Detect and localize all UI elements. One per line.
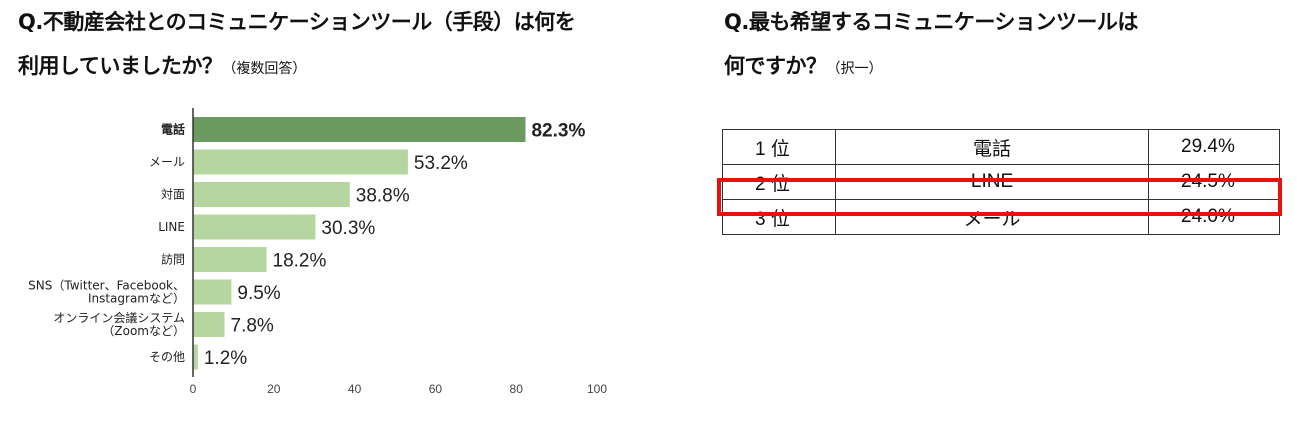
tool-cell: LINE [835, 164, 1149, 200]
value-label: 53.2% [414, 153, 468, 174]
bar-chart: 電話 82.3% メール 53.2% 対面 38.8% LINE 30.3% 訪問 18.2% SN… [28, 108, 607, 396]
category-label: （Zoomなど） [102, 324, 185, 338]
right-title-note: （択一） [826, 61, 883, 77]
left-title-line1: Q.不動産会社とのコミュニケーションツール（手段）は何を [18, 10, 576, 34]
rank-cell: 1 位 [722, 129, 836, 165]
bar [193, 344, 198, 370]
x-tick-label: 100 [587, 382, 607, 396]
value-label: 30.3% [321, 218, 375, 239]
category-label: 電話 [161, 122, 185, 137]
bar [193, 279, 232, 305]
tool-cell: 電話 [835, 129, 1149, 165]
right-title-line1: Q.最も希望するコミュニケーションツールは [724, 10, 1138, 34]
x-tick-label: 80 [510, 382, 524, 396]
left-question-title: Q.不動産会社とのコミュニケーションツール（手段）は何を 利用していましたか？（… [18, 0, 658, 91]
bar [193, 247, 267, 272]
category-label: SNS（Twitter、Facebook、 [28, 279, 185, 293]
x-tick-label: 20 [267, 382, 281, 396]
category-label: その他 [149, 350, 185, 364]
value-label: 9.5% [237, 283, 280, 304]
ranking-table: 1 位電話 29.4% 2 位 LINE 24.5% 3 位メール 24.0% [722, 129, 1280, 235]
bar [193, 182, 350, 207]
right-title-line2-text: 何ですか？ [724, 54, 827, 78]
rank-cell: 3 位 [722, 199, 836, 235]
category-label: 対面 [161, 188, 185, 202]
bar [193, 117, 526, 142]
category-label: 訪問 [161, 252, 185, 267]
category-label: オンライン会議システム [53, 311, 185, 325]
x-tick-label: 60 [429, 382, 443, 396]
percent-cell: 29.4% [1148, 129, 1280, 165]
right-question-title: Q.最も希望するコミュニケーションツールは 何ですか？（択一） [724, 0, 1284, 91]
rank-cell: 2 位 [722, 164, 836, 200]
table-row: 3 位メール 24.0% [722, 199, 1280, 235]
bar [193, 149, 408, 175]
left-title-line2: 利用していましたか？（複数回答） [18, 44, 658, 91]
category-label: メール [149, 155, 185, 169]
category-label: LINE [158, 220, 185, 234]
value-label: 38.8% [356, 186, 410, 207]
left-title-line2-text: 利用していましたか？ [18, 54, 223, 78]
ranking-table-body: 1 位電話 29.4% 2 位 LINE 24.5% 3 位メール 24.0% [722, 129, 1280, 235]
value-label: 82.3% [531, 121, 585, 142]
percent-cell: 24.5% [1148, 164, 1280, 200]
left-title-note: （複数回答） [222, 61, 307, 77]
tool-cell: メール [835, 199, 1149, 235]
table-row: 1 位電話 29.4% [722, 129, 1280, 165]
right-title-line2: 何ですか？（択一） [724, 44, 1284, 91]
bar [193, 312, 225, 337]
x-tick-label: 0 [190, 382, 197, 396]
table-row: 2 位 LINE 24.5% [722, 164, 1280, 200]
value-label: 7.8% [231, 316, 274, 337]
x-tick-label: 40 [348, 382, 362, 396]
bar [193, 214, 316, 240]
value-label: 18.2% [273, 251, 327, 272]
percent-cell: 24.0% [1148, 199, 1280, 235]
category-label: Instagramなど） [88, 292, 185, 306]
value-label: 1.2% [204, 348, 247, 369]
